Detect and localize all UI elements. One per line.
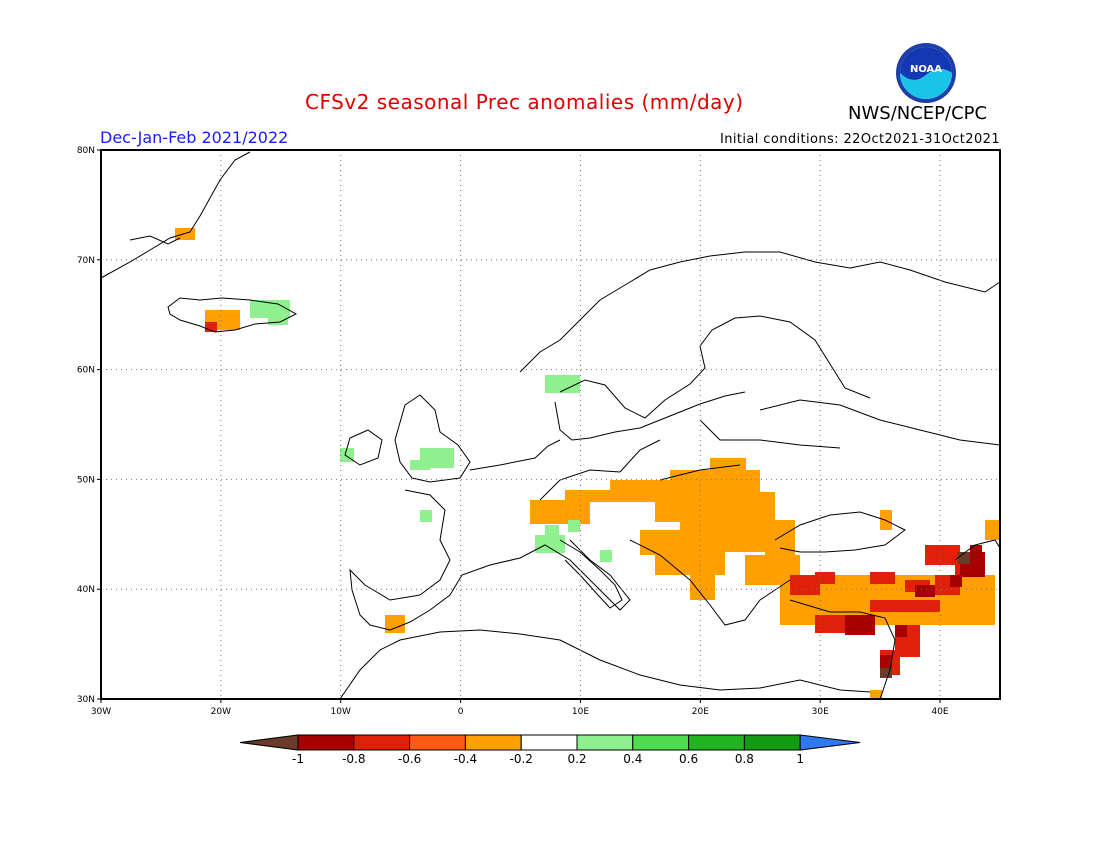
- lon-tick-label: 0: [458, 707, 464, 717]
- colorbar-segment: [576, 734, 634, 751]
- lat-tick-label: 60N: [77, 366, 95, 376]
- anomaly-cell: [535, 535, 565, 553]
- lon-tick-label: 20W: [211, 707, 231, 717]
- lon-tick-label: 10W: [331, 707, 351, 717]
- coastline: [100, 151, 251, 279]
- anomaly-cell: [765, 520, 795, 560]
- coastline: [344, 429, 383, 466]
- colorbar-segment: [353, 734, 411, 751]
- anomaly-cell: [268, 315, 288, 325]
- anomaly-cell: [950, 600, 990, 625]
- lon-tick-label: 10E: [572, 707, 589, 717]
- lat-tick-label: 50N: [77, 475, 95, 485]
- colorbar-label: 0.6: [679, 752, 698, 766]
- anomaly-cell: [870, 572, 895, 584]
- coastline: [774, 511, 906, 553]
- anomaly-cell: [205, 322, 217, 332]
- coastline: [554, 391, 746, 441]
- coastline: [349, 568, 421, 631]
- colorbar-segment: [520, 734, 578, 751]
- axis-ticks: 30W 20W 10W 0 10E 20E 30E 40E 30N 40N 50N 60N 70N 80N: [77, 146, 949, 717]
- lat-tick-label: 30N: [77, 695, 95, 705]
- anomaly-cell: [870, 600, 940, 612]
- coastline: [389, 539, 631, 631]
- colorbar-segment: [688, 734, 745, 751]
- colorbar-segment: [743, 734, 801, 751]
- anomaly-cell: [710, 458, 746, 472]
- colorbar-label: 0.4: [623, 752, 642, 766]
- colorbar: -1 -0.8 -0.6 -0.4 -0.2 0.2 0.4 0.6 0.8 1: [239, 734, 861, 766]
- colorbar-arrow-right: [799, 734, 861, 751]
- anomaly-cell: [545, 525, 559, 537]
- colorbar-label: 0.2: [567, 752, 586, 766]
- anomaly-cell: [925, 545, 960, 565]
- colorbar-segment: [464, 734, 522, 751]
- anomaly-cell: [915, 585, 935, 597]
- anomaly-cell: [610, 480, 670, 492]
- colorbar-arrow-left: [239, 734, 299, 751]
- anomaly-cell: [950, 575, 962, 587]
- lon-tick-label: 40E: [931, 707, 948, 717]
- lat-tick-label: 80N: [77, 146, 95, 156]
- coastline: [954, 539, 1001, 561]
- anomaly-cell: [815, 615, 845, 633]
- lon-tick-label: 20E: [692, 707, 709, 717]
- anomaly-cell: [545, 375, 580, 393]
- noaa-logo: NOAA: [896, 43, 956, 103]
- anomaly-cell: [845, 615, 875, 635]
- anomaly-cell: [655, 492, 775, 522]
- colorbar-label: -1: [292, 752, 304, 766]
- colorbar-label: -0.2: [509, 752, 532, 766]
- anomaly-cell: [530, 500, 590, 524]
- anomaly-cell: [815, 572, 835, 584]
- initial-conditions-label: Initial conditions: 22Oct2021-31Oct2021: [720, 132, 1000, 147]
- colorbar-label: 0.8: [735, 752, 754, 766]
- map-title: CFSv2 seasonal Prec anomalies (mm/day): [305, 90, 744, 114]
- anomaly-cell: [655, 550, 725, 575]
- coastline: [559, 539, 623, 609]
- coastline: [404, 439, 561, 596]
- anomaly-cell: [250, 300, 290, 318]
- coastline: [629, 539, 791, 626]
- colorbar-segment: [409, 734, 466, 751]
- lon-tick-label: 30E: [812, 707, 829, 717]
- anomaly-cell: [895, 625, 907, 637]
- colorbar-label: 1: [796, 752, 804, 766]
- anomaly-cells: [175, 228, 1000, 700]
- anomaly-cell: [680, 520, 780, 552]
- anomaly-cell: [385, 615, 405, 633]
- lat-tick-label: 70N: [77, 256, 95, 266]
- agency-label: NWS/NCEP/CPC: [848, 103, 988, 124]
- coastline: [539, 419, 841, 501]
- coastline: [394, 394, 471, 483]
- colorbar-label: -0.4: [454, 752, 477, 766]
- anomaly-cell: [670, 470, 760, 492]
- colorbar-segment: [297, 734, 355, 751]
- coastline: [339, 629, 871, 700]
- anomaly-cell: [790, 575, 820, 595]
- season-label: Dec-Jan-Feb 2021/2022: [100, 128, 289, 147]
- lat-tick-label: 40N: [77, 585, 95, 595]
- colorbar-label: -0.6: [398, 752, 421, 766]
- anomaly-cell: [410, 460, 430, 470]
- anomaly-cell: [568, 520, 580, 532]
- anomaly-cell: [420, 510, 432, 522]
- lon-tick-label: 30W: [91, 707, 111, 717]
- anomaly-cell: [970, 545, 982, 557]
- anomaly-cell: [880, 668, 892, 678]
- coastline: [759, 399, 1001, 446]
- anomaly-cell: [600, 550, 612, 562]
- colorbar-segment: [632, 734, 690, 751]
- coastline: [519, 251, 1001, 373]
- coastline: [167, 297, 298, 333]
- anomaly-cell: [870, 690, 882, 700]
- coastline: [789, 599, 896, 700]
- map-frame: [100, 149, 1001, 700]
- anomaly-cell: [985, 520, 1000, 540]
- colorbar-label: -0.8: [342, 752, 365, 766]
- noaa-logo-text: NOAA: [910, 64, 942, 75]
